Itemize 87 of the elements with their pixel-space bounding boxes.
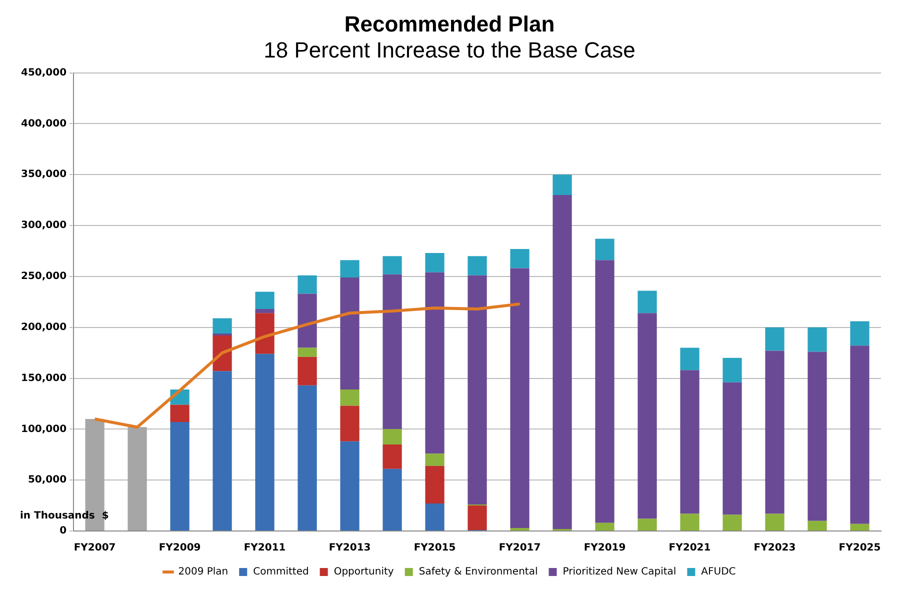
chart-title: Recommended Plan [344,11,555,36]
bar [128,427,147,530]
bar [170,404,190,422]
bar [850,321,870,346]
bar [298,275,317,294]
bar [340,406,360,442]
x-tick-label: FY2011 [244,542,286,554]
bar [212,371,232,530]
bar [680,348,700,370]
y-tick-label: 250,000 [21,271,67,282]
bar [425,466,444,504]
bar [382,468,402,530]
legend-label: Prioritized New Capital [562,566,676,578]
bar [298,294,317,348]
y-tick-label: 0 [60,526,67,537]
bar [808,327,827,352]
bar [212,318,232,334]
bar [680,370,700,514]
x-tick-label: FY2007 [74,542,116,554]
bar [425,253,444,272]
bar [765,350,784,514]
bar [722,382,742,515]
legend-label: Opportunity [334,566,394,578]
bar [595,260,614,523]
y-tick-label: 150,000 [21,372,67,384]
bar [298,348,317,357]
bar [638,313,657,519]
y-tick-label: 400,000 [21,118,67,130]
bar [510,248,530,268]
bar [468,275,487,505]
bar [425,504,444,530]
bar [638,290,657,314]
bar [722,358,742,382]
bar [765,514,784,530]
y-tick-label: 300,000 [21,220,67,232]
bar [382,274,402,430]
bar [382,256,402,274]
bar [340,389,360,406]
x-tick-label: FY2017 [498,542,541,554]
bar [425,454,444,466]
bar [340,441,360,530]
bar [680,514,700,530]
bar [298,356,317,386]
x-tick-label: FY2015 [414,542,456,554]
bar [510,268,530,528]
y-tick-label: 350,000 [21,169,67,180]
bar [425,272,444,454]
legend-label: Safety & Environmental [418,566,538,578]
bar [255,313,274,354]
x-tick-label: FY2019 [584,542,626,554]
bar [552,194,572,529]
legend-label: AFUDC [701,566,736,578]
x-tick-label: FY2023 [754,542,796,554]
bar [765,327,784,351]
bar [850,524,870,530]
bar [638,518,657,530]
x-tick-label: FY2021 [668,542,711,554]
bar [552,174,572,195]
bar [255,354,274,530]
bar [850,346,870,524]
bar [255,309,274,314]
bar [382,429,402,444]
bar [722,514,742,530]
bar [595,238,614,260]
bar [808,352,827,521]
bar [510,528,530,530]
chart-subtitle: 18 Percent Increase to the Base Case [264,38,636,63]
bar [255,292,274,310]
bar [170,422,190,530]
bar [340,277,360,390]
bar [468,506,487,530]
x-tick-label: FY2013 [328,542,371,554]
bar [340,260,360,278]
bar [808,520,827,530]
y-tick-label: 450,000 [21,67,67,78]
y-tick-label: 200,000 [21,322,67,333]
legend-label: 2009 Plan [178,566,228,578]
x-tick-label: FY2009 [158,542,201,554]
bar [468,256,487,276]
x-tick-label: FY2025 [838,542,881,554]
y-tick-label: 100,000 [21,424,67,435]
y-axis-title: in Thousands $ [20,510,109,522]
bar [595,522,614,530]
bar [298,385,317,530]
bar [382,444,402,469]
y-tick-label: 50,000 [28,474,67,486]
legend-label: Committed [253,566,309,578]
